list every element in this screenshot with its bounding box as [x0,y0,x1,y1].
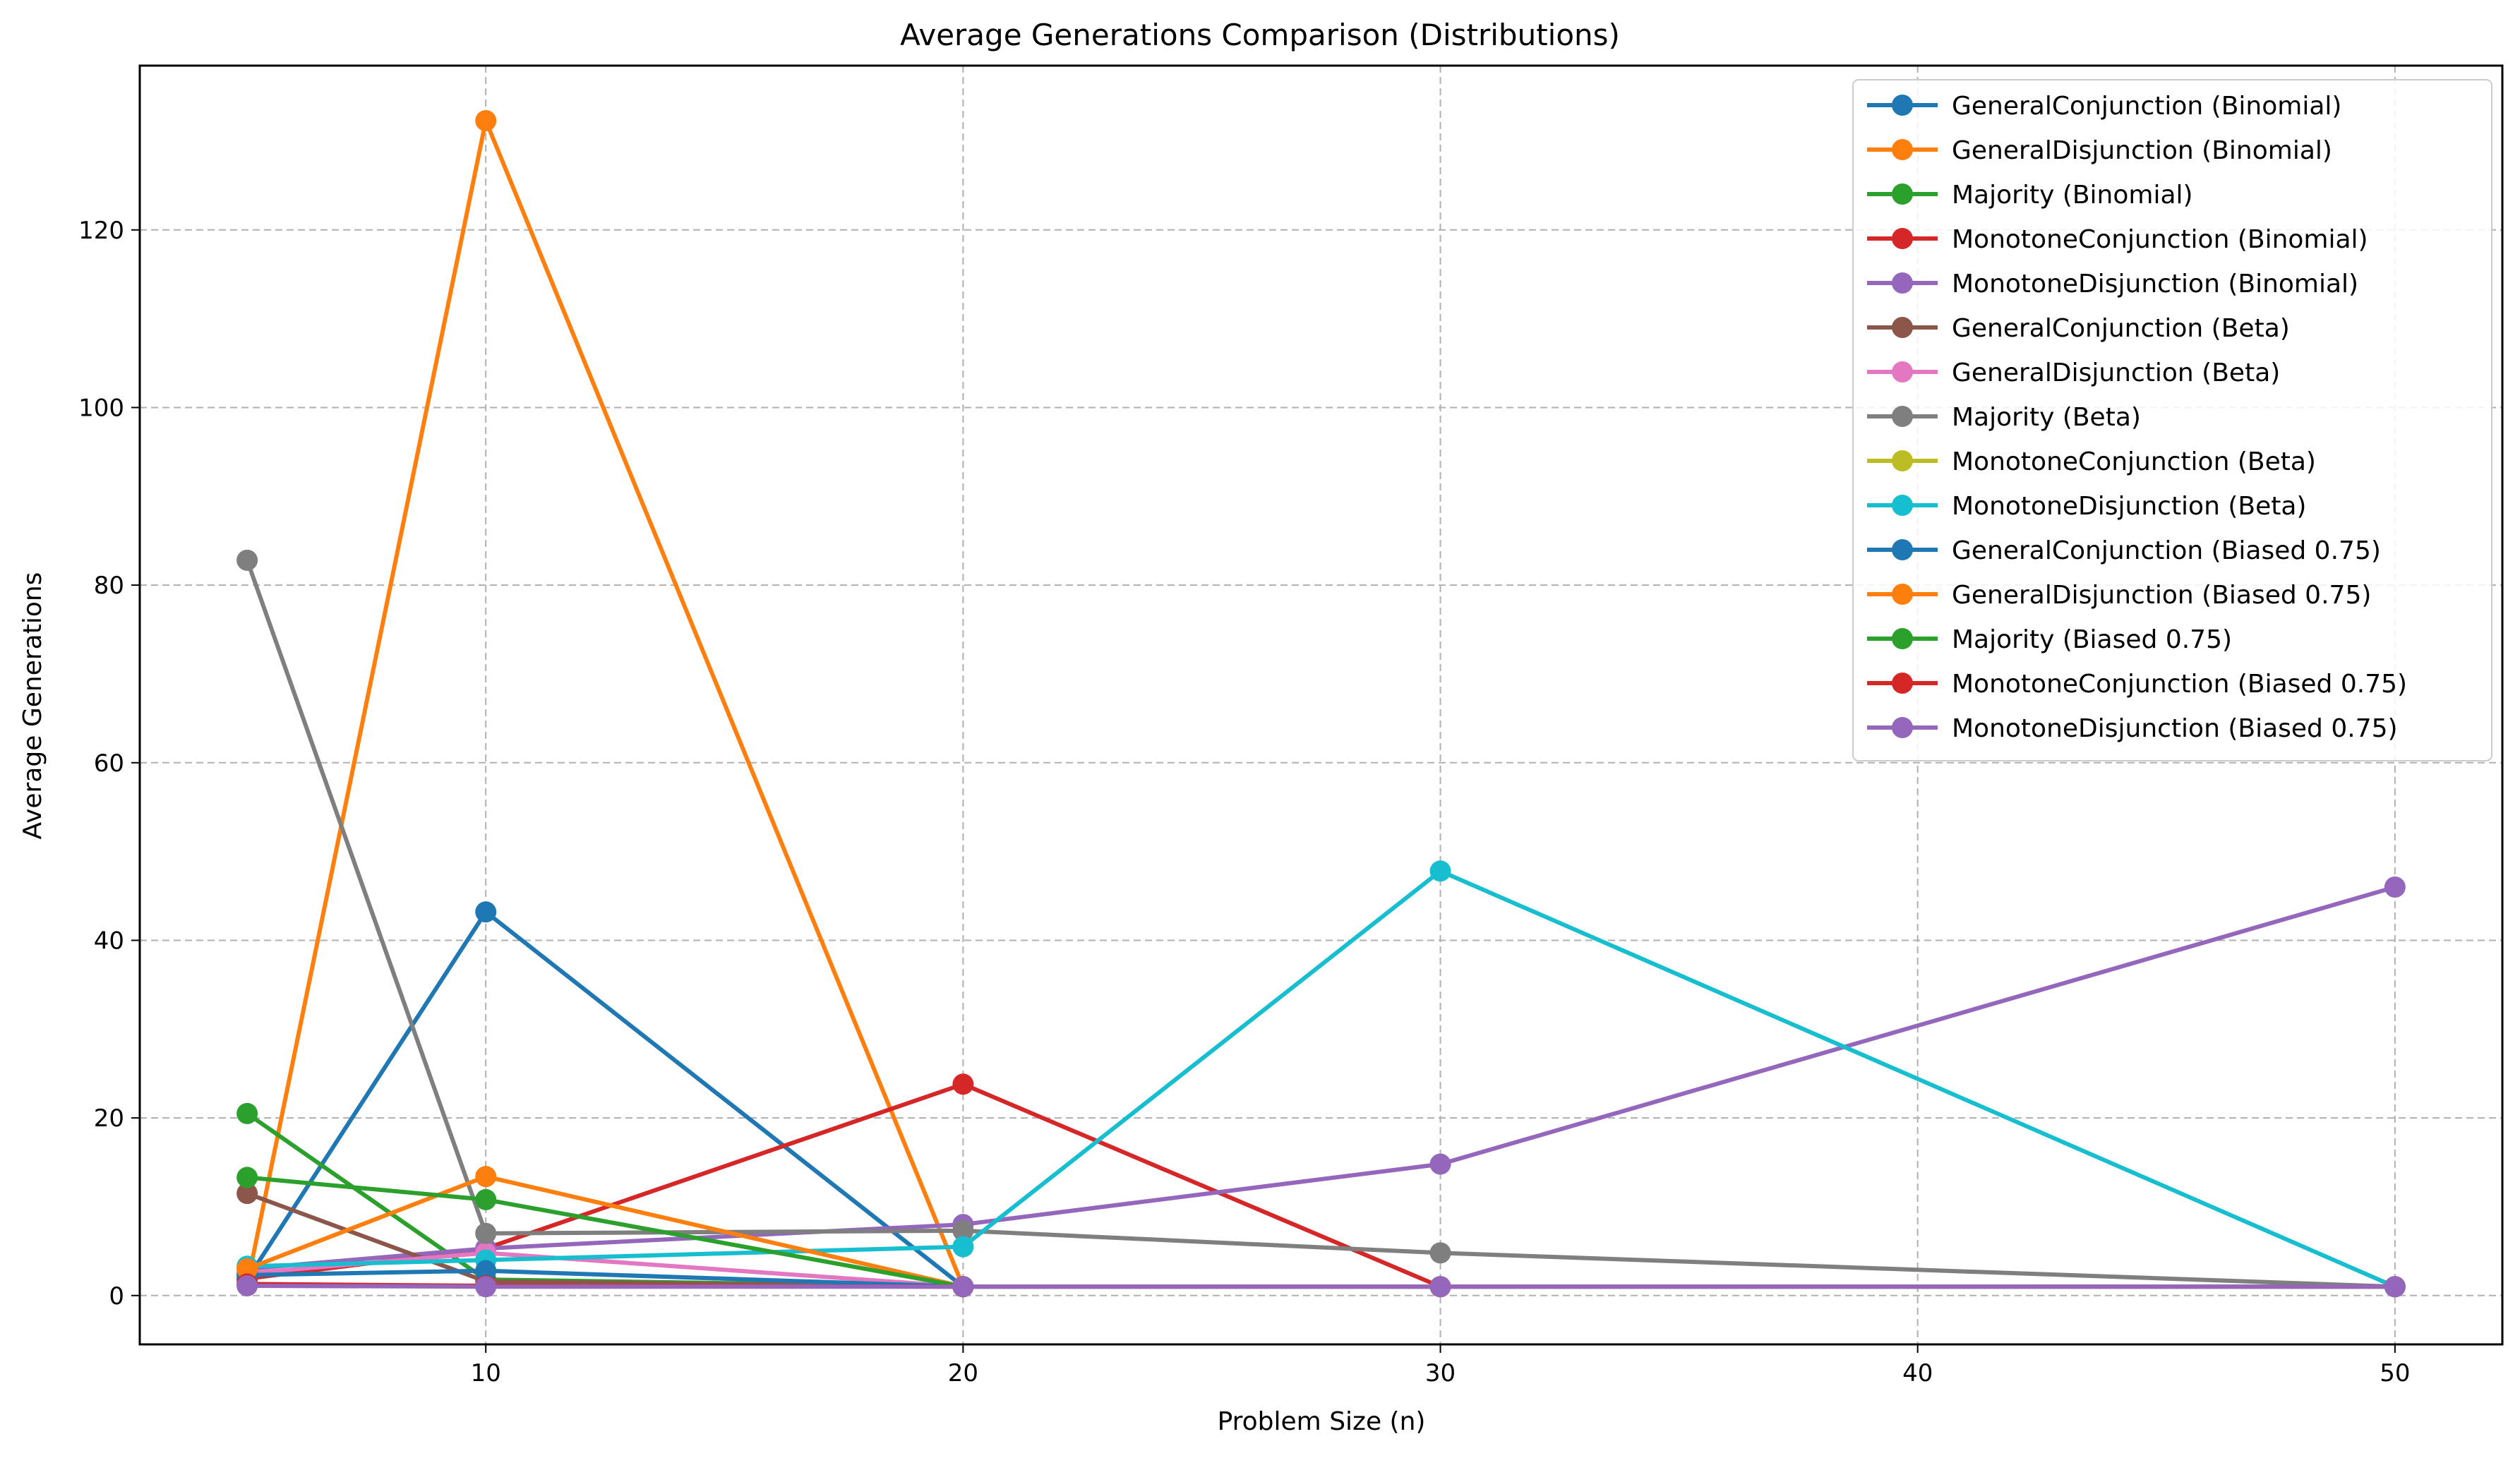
legend-marker [1892,539,1913,560]
legend-label: MonotoneConjunction (Biased 0.75) [1952,670,2407,699]
data-point [475,1222,497,1244]
legend-label: GeneralConjunction (Biased 0.75) [1952,536,2381,565]
legend-label: MonotoneConjunction (Binomial) [1952,225,2368,254]
legend-label: GeneralDisjunction (Biased 0.75) [1952,581,2371,610]
data-point [475,1260,497,1282]
x-tick-label: 20 [948,1359,978,1387]
data-point [952,1276,974,1298]
data-point [475,901,497,923]
y-tick-label: 120 [78,217,124,245]
legend-item: Majority (Beta) [1867,403,2141,432]
legend-marker [1892,139,1913,160]
legend-label: Majority (Beta) [1952,403,2141,432]
legend-marker [1892,183,1913,205]
legend-item: Majority (Biased 0.75) [1867,625,2232,654]
data-point [1429,1242,1451,1264]
legend-marker [1892,673,1913,694]
series-14 [236,1275,2406,1298]
legend-item: Majority (Binomial) [1867,181,2193,210]
legend-label: MonotoneConjunction (Beta) [1952,447,2316,476]
legend-label: Majority (Biased 0.75) [1952,625,2232,654]
legend-marker [1892,317,1913,338]
legend-item: GeneralConjunction (Binomial) [1867,92,2341,121]
data-point [2384,876,2406,898]
x-tick-label: 50 [2380,1359,2410,1387]
legend-marker [1892,495,1913,516]
plot-frame [138,64,2504,1346]
legend-marker [1892,272,1913,294]
y-tick-label: 0 [109,1282,124,1311]
y-tick-label: 40 [94,927,124,955]
legend-label: GeneralConjunction (Binomial) [1952,92,2341,121]
legend-marker [1892,361,1913,382]
legend-marker [1892,95,1913,116]
data-point [475,1188,497,1210]
data-point [475,1276,497,1298]
data-point [475,1166,497,1188]
data-point [236,1102,258,1124]
data-point [952,1073,974,1095]
legend-marker [1892,228,1913,249]
legend-label: MonotoneDisjunction (Biased 0.75) [1952,714,2398,743]
data-point [1429,860,1451,882]
legend-item: MonotoneDisjunction (Beta) [1867,492,2306,521]
y-axis-label: Average Generations [18,572,47,840]
data-point [1429,1276,1451,1298]
series-layer [236,110,2406,1298]
legend-label: GeneralConjunction (Beta) [1952,314,2290,343]
chart-title: Average Generations Comparison (Distribu… [900,18,1620,52]
series-7 [236,549,2406,1298]
data-point [236,1183,258,1205]
data-point [475,110,497,132]
legend-item: GeneralConjunction (Biased 0.75) [1867,536,2381,565]
legend-marker [1892,406,1913,427]
data-point [236,549,258,571]
legend-item: MonotoneDisjunction (Binomial) [1867,270,2358,299]
data-point [236,1167,258,1188]
legend-marker [1892,450,1913,471]
y-tick-label: 80 [94,572,124,600]
legend-item: MonotoneConjunction (Beta) [1867,447,2316,476]
legend-label: MonotoneDisjunction (Beta) [1952,492,2306,521]
tick-layer: 10 20 30 40 50 0 20 40 60 80 100 120 [78,217,2410,1387]
legend-marker [1892,717,1913,738]
x-tick-label: 10 [471,1359,501,1387]
legend-label: GeneralDisjunction (Binomial) [1952,136,2332,165]
legend-label: GeneralDisjunction (Beta) [1952,359,2280,387]
legend-item: GeneralDisjunction (Binomial) [1867,136,2332,165]
legend-item: GeneralDisjunction (Biased 0.75) [1867,581,2371,610]
x-axis-label: Problem Size (n) [1218,1407,1426,1436]
legend-item: MonotoneConjunction (Biased 0.75) [1867,670,2407,699]
series-line [247,1284,2395,1289]
legend-label: MonotoneDisjunction (Binomial) [1952,270,2358,299]
data-point [1429,1153,1451,1175]
legend-item: GeneralDisjunction (Beta) [1867,359,2280,387]
data-point [952,1236,974,1258]
legend-item: MonotoneDisjunction (Biased 0.75) [1867,714,2398,743]
data-point [236,1258,258,1280]
data-point [952,1219,974,1241]
legend: GeneralConjunction (Binomial) GeneralDisj… [1852,79,2492,761]
legend-box [1852,79,2492,761]
y-tick-label: 60 [94,749,124,778]
legend-marker [1892,628,1913,649]
legend-marker [1892,584,1913,605]
x-tick-label: 30 [1425,1359,1456,1387]
y-tick-label: 20 [94,1104,124,1133]
legend-label: Majority (Binomial) [1952,181,2193,210]
x-tick-label: 40 [1902,1359,1933,1387]
legend-item: MonotoneConjunction (Binomial) [1867,225,2368,254]
data-point [236,1275,258,1296]
data-point [2384,1276,2406,1298]
y-tick-label: 100 [78,394,124,422]
legend-item: GeneralConjunction (Beta) [1867,314,2290,343]
